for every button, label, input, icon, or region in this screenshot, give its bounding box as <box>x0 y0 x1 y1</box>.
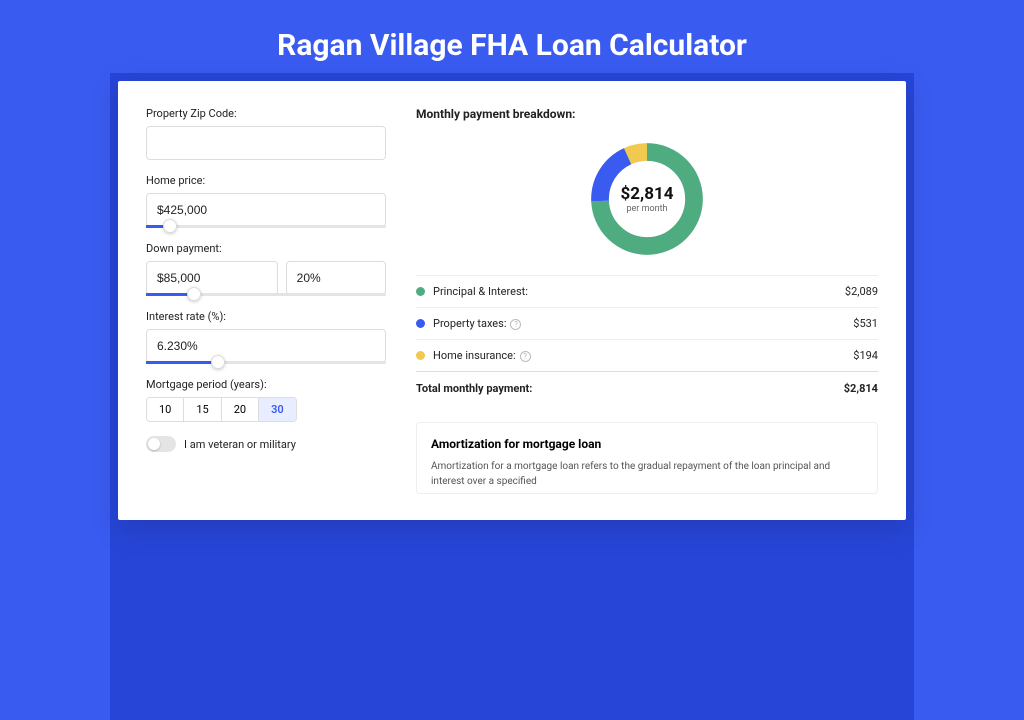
zip-label: Property Zip Code: <box>146 107 386 120</box>
total-value: $2,814 <box>844 382 878 395</box>
veteran-toggle[interactable] <box>146 436 176 452</box>
rate-label: Interest rate (%): <box>146 310 386 323</box>
donut-amount: $2,814 <box>621 184 674 204</box>
rate-input[interactable] <box>146 329 386 363</box>
calculator-card: Property Zip Code: Home price: Down paym… <box>118 81 906 520</box>
breakdown-title: Monthly payment breakdown: <box>416 107 878 121</box>
period-option-15[interactable]: 15 <box>184 398 221 421</box>
rate-slider[interactable] <box>146 361 386 364</box>
period-field-group: Mortgage period (years): 10152030 <box>146 378 386 422</box>
inputs-panel: Property Zip Code: Home price: Down paym… <box>146 107 386 494</box>
down-amount-input[interactable] <box>146 261 278 295</box>
breakdown-label: Property taxes:? <box>433 317 853 330</box>
donut-chart: $2,814 per month <box>585 137 709 261</box>
period-option-30[interactable]: 30 <box>259 398 296 421</box>
donut-chart-container: $2,814 per month <box>416 131 878 275</box>
amortization-box: Amortization for mortgage loan Amortizat… <box>416 422 878 494</box>
breakdown-value: $2,089 <box>845 285 878 298</box>
breakdown-row: Property taxes:?$531 <box>416 307 878 339</box>
results-panel: Monthly payment breakdown: $2,814 per mo… <box>416 107 878 494</box>
breakdown-value: $531 <box>853 317 878 330</box>
period-options: 10152030 <box>146 397 297 422</box>
breakdown-row: Principal & Interest:$2,089 <box>416 275 878 307</box>
price-field-group: Home price: <box>146 174 386 228</box>
period-option-10[interactable]: 10 <box>147 398 184 421</box>
down-field-group: Down payment: <box>146 242 386 296</box>
amortization-title: Amortization for mortgage loan <box>431 437 863 451</box>
info-icon[interactable]: ? <box>520 351 531 362</box>
breakdown-label: Principal & Interest: <box>433 285 845 298</box>
page-title: Ragan Village FHA Loan Calculator <box>0 0 1024 81</box>
veteran-row: I am veteran or military <box>146 436 386 452</box>
price-slider[interactable] <box>146 225 386 228</box>
price-input[interactable] <box>146 193 386 227</box>
info-icon[interactable]: ? <box>510 319 521 330</box>
period-option-20[interactable]: 20 <box>222 398 259 421</box>
legend-dot <box>416 351 425 360</box>
breakdown-value: $194 <box>853 349 878 362</box>
amortization-text: Amortization for a mortgage loan refers … <box>431 459 863 489</box>
legend-dot <box>416 287 425 296</box>
zip-input[interactable] <box>146 126 386 160</box>
zip-field-group: Property Zip Code: <box>146 107 386 160</box>
breakdown-label: Home insurance:? <box>433 349 853 362</box>
breakdown-row: Home insurance:?$194 <box>416 339 878 371</box>
donut-sub: per month <box>626 204 667 214</box>
total-label: Total monthly payment: <box>416 382 844 395</box>
down-slider[interactable] <box>146 293 386 296</box>
legend-dot <box>416 319 425 328</box>
down-pct-input[interactable] <box>286 261 386 295</box>
rate-field-group: Interest rate (%): <box>146 310 386 364</box>
veteran-label: I am veteran or military <box>184 438 296 451</box>
price-label: Home price: <box>146 174 386 187</box>
down-label: Down payment: <box>146 242 386 255</box>
period-label: Mortgage period (years): <box>146 378 386 391</box>
total-row: Total monthly payment: $2,814 <box>416 371 878 404</box>
